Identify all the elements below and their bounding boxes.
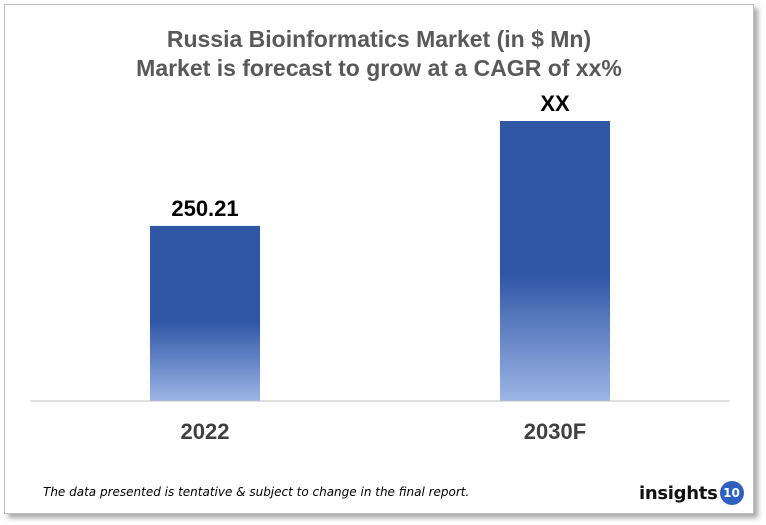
logo-text: insights bbox=[639, 482, 718, 504]
x-tick-label-2030f: 2030F bbox=[524, 419, 586, 444]
chart-subtitle: Market is forecast to grow at a CAGR of … bbox=[136, 55, 622, 81]
logo-badge: 10 bbox=[719, 481, 744, 505]
bar-2022 bbox=[150, 225, 260, 401]
footnote: The data presented is tentative & subjec… bbox=[43, 485, 470, 499]
x-tick-label-2022: 2022 bbox=[181, 419, 230, 444]
chart-frame: Russia Bioinformatics Market (in $ Mn) M… bbox=[4, 4, 754, 514]
bar-2030f bbox=[500, 121, 610, 401]
data-label-2030f: XX bbox=[540, 91, 570, 116]
data-label-2022: 250.21 bbox=[171, 196, 238, 221]
chart-title-block: Russia Bioinformatics Market (in $ Mn) M… bbox=[5, 25, 753, 83]
insights10-logo: insights 10 bbox=[639, 479, 744, 507]
chart-title: Russia Bioinformatics Market (in $ Mn) bbox=[166, 26, 592, 52]
bar-chart: 250.21 2022 XX 2030F bbox=[30, 91, 730, 444]
